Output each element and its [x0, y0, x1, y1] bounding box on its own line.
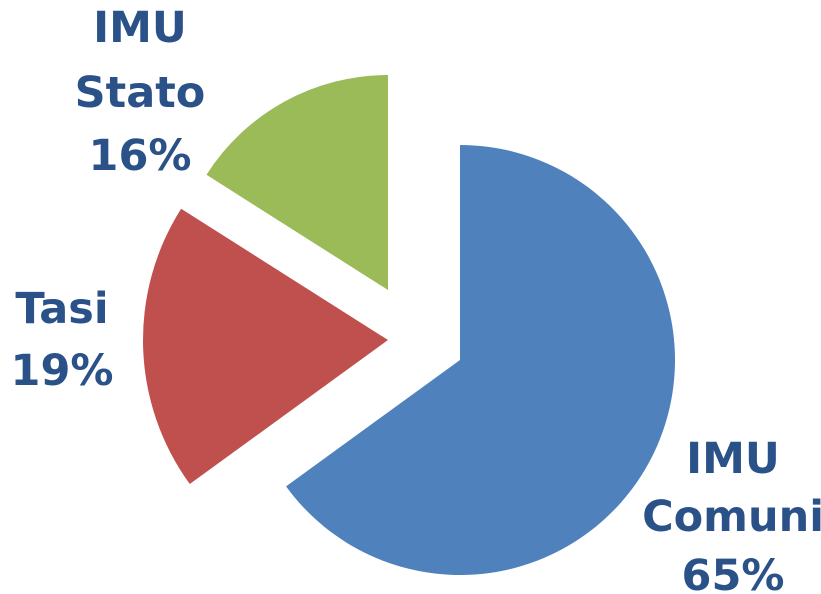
pie-labels: IMU Comuni 65% Tasi 19% IMU Stato 16%: [11, 3, 821, 594]
slice-label-tasi-line-1: Tasi: [15, 284, 108, 334]
slice-label-imu-comuni-line-1: IMU: [686, 434, 780, 484]
slice-label-imu-stato-line-2: Stato: [75, 68, 206, 118]
pie-slice-imu-stato: [206, 75, 388, 290]
slice-label-tasi-line-2: 19%: [11, 346, 114, 396]
pie-slice-tasi: [142, 208, 388, 485]
pie-slice-imu-comuni: [286, 145, 676, 576]
slice-label-imu-stato-line-3: 16%: [89, 131, 192, 181]
slice-label-imu-comuni-line-3: 65%: [682, 551, 785, 594]
slice-label-imu-stato-line-1: IMU: [93, 3, 187, 53]
slice-label-imu-comuni-line-2: Comuni: [642, 492, 821, 542]
pie-slices: [142, 75, 676, 576]
